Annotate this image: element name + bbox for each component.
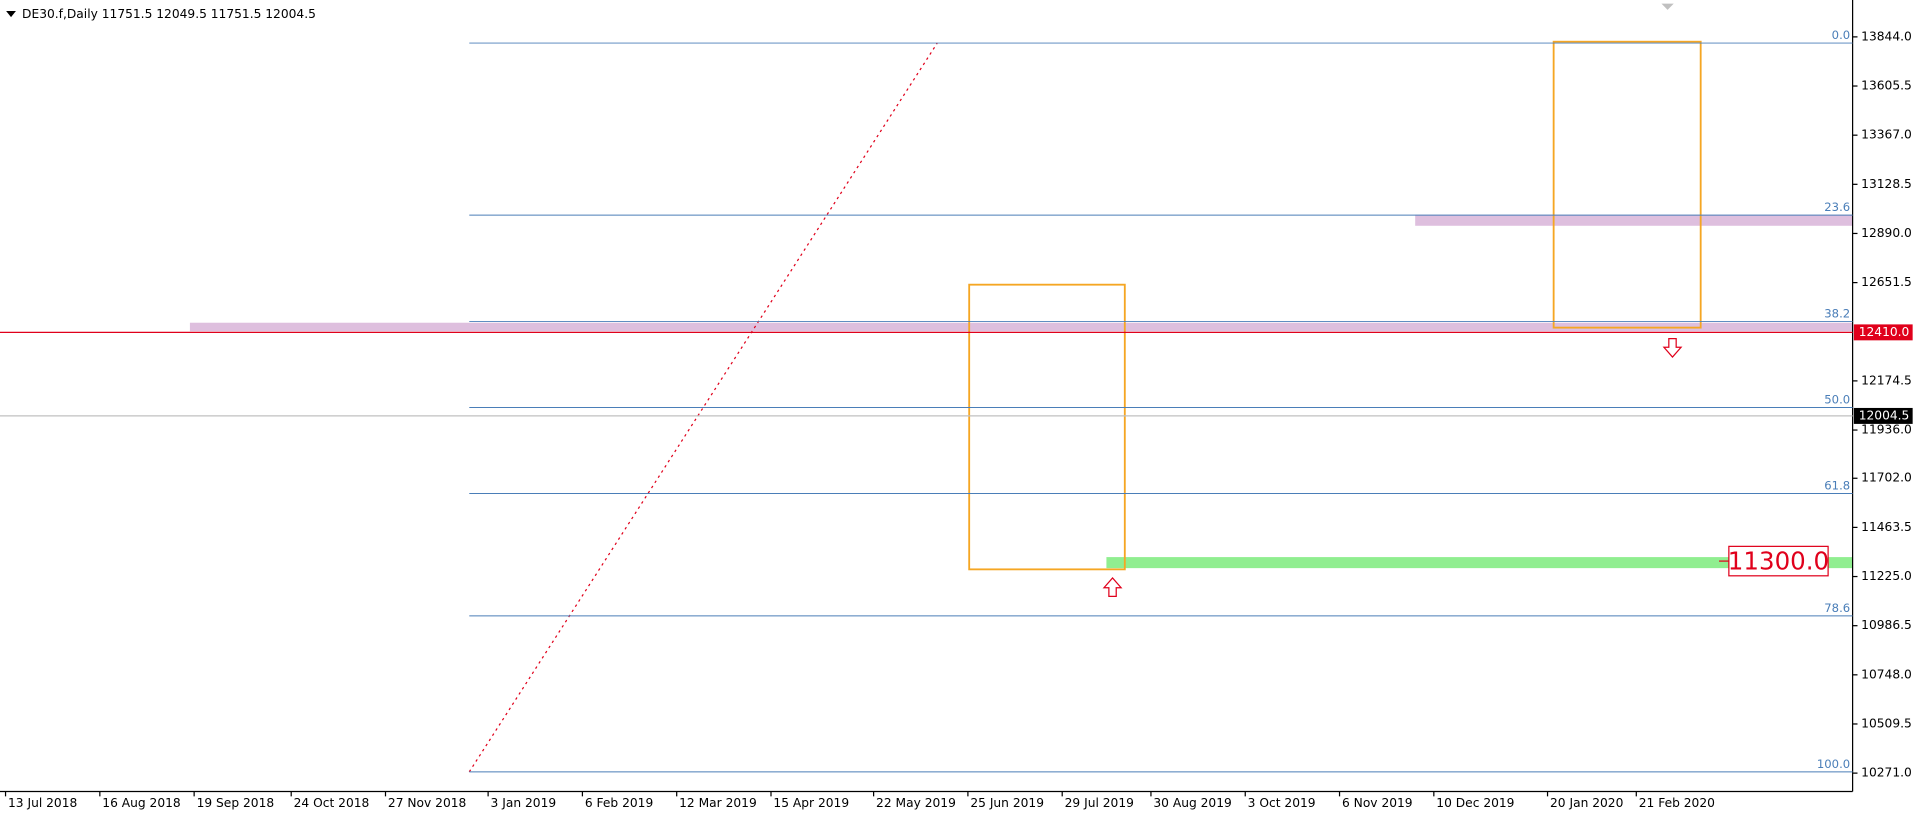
annotation-box bbox=[1728, 545, 1829, 577]
annotation-label: 11300.0 bbox=[1728, 546, 1829, 575]
highlight-box bbox=[1552, 40, 1702, 329]
fib-label: 61.8 bbox=[1824, 479, 1850, 493]
highlight-box bbox=[968, 283, 1126, 571]
y-tick-label: 10271.0 bbox=[1861, 766, 1912, 780]
y-tick-label: 11225.0 bbox=[1861, 569, 1912, 583]
fib-label: 38.2 bbox=[1824, 307, 1850, 321]
price-label-box bbox=[1853, 324, 1913, 341]
resistance-zone bbox=[1415, 214, 1853, 226]
y-tick-label: 13367.0 bbox=[1861, 128, 1912, 142]
plot: 13844.0 13605.5 13367.0 13128.5 12890.0 12651… bbox=[0, 28, 1913, 810]
fib-label: 100.0 bbox=[1817, 757, 1850, 771]
support-zone bbox=[1106, 557, 1853, 569]
y-tick-label: 10986.5 bbox=[1861, 618, 1912, 632]
x-tick-label: 3 Oct 2019 bbox=[1248, 796, 1316, 810]
x-tick-label: 3 Jan 2019 bbox=[491, 796, 557, 810]
x-tick-label: 10 Dec 2019 bbox=[1436, 796, 1514, 810]
y-tick-label: 10509.5 bbox=[1861, 716, 1912, 730]
x-tick-label: 20 Jan 2020 bbox=[1550, 796, 1623, 810]
x-tick-label: 6 Nov 2019 bbox=[1342, 796, 1413, 810]
x-tick-label: 19 Sep 2018 bbox=[197, 796, 275, 810]
x-tick-label: 15 Apr 2019 bbox=[773, 796, 849, 810]
y-tick-label: 11463.5 bbox=[1861, 520, 1912, 534]
shift-marker bbox=[1661, 3, 1674, 10]
chart-title: DE30.f,Daily 11751.5 12049.5 11751.5 120… bbox=[22, 7, 316, 21]
y-tick-label: 12174.5 bbox=[1861, 373, 1912, 387]
y-tick-label: 11936.0 bbox=[1861, 423, 1912, 437]
x-tick-label: 27 Nov 2018 bbox=[388, 796, 466, 810]
x-tick-label: 12 Mar 2019 bbox=[679, 796, 757, 810]
x-tick-label: 25 Jun 2019 bbox=[970, 796, 1044, 810]
y-tick-label: 12890.0 bbox=[1861, 226, 1912, 240]
y-tick-label: 13128.5 bbox=[1861, 177, 1912, 191]
y-tick-label: 11702.0 bbox=[1861, 471, 1912, 485]
x-tick-label: 13 Jul 2018 bbox=[8, 796, 77, 810]
price-label-box bbox=[1853, 407, 1913, 424]
fib-label: 23.6 bbox=[1824, 200, 1850, 214]
fib-label: 50.0 bbox=[1824, 393, 1850, 407]
down-arrow bbox=[1662, 338, 1683, 359]
fib-label: 78.6 bbox=[1824, 601, 1850, 615]
y-tick-label: 13844.0 bbox=[1861, 29, 1912, 43]
x-tick-label: 6 Feb 2019 bbox=[585, 796, 653, 810]
x-tick-label: 30 Aug 2019 bbox=[1153, 796, 1231, 810]
y-tick-label: 12651.5 bbox=[1861, 275, 1912, 289]
x-tick-label: 29 Jul 2019 bbox=[1065, 796, 1134, 810]
fib-label: 0.0 bbox=[1832, 28, 1850, 42]
y-tick-label: 13605.5 bbox=[1861, 79, 1912, 93]
price-label: 12410.0 bbox=[1859, 325, 1910, 339]
x-tick-label: 24 Oct 2018 bbox=[294, 796, 370, 810]
y-tick-label: 10748.0 bbox=[1861, 667, 1912, 681]
x-tick-label: 16 Aug 2018 bbox=[102, 796, 180, 810]
x-tick-label: 21 Feb 2020 bbox=[1639, 796, 1715, 810]
resistance-zone bbox=[189, 322, 1853, 332]
price-label: 12004.5 bbox=[1859, 408, 1910, 422]
menu-icon[interactable] bbox=[6, 11, 16, 18]
x-tick-label: 22 May 2019 bbox=[876, 796, 956, 810]
up-arrow bbox=[1102, 577, 1123, 597]
